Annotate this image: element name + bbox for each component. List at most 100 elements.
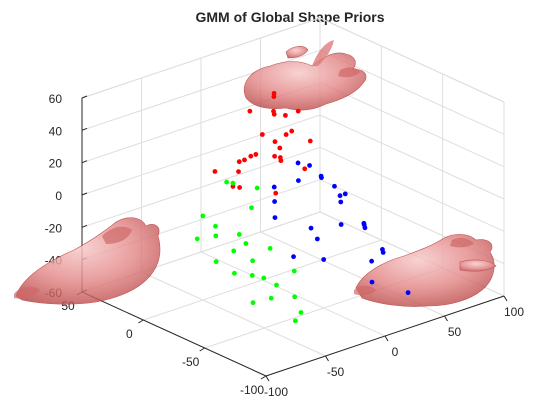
z-tick-mark: [81, 224, 88, 228]
scatter-point-cluster-2: [291, 268, 297, 274]
scatter-point-cluster-1: [259, 132, 265, 137]
scatter-point-cluster-3: [337, 193, 343, 199]
x-tick-label: 50: [448, 325, 462, 339]
scatter-point-cluster-3: [308, 225, 314, 231]
scatter-point-cluster-3: [296, 178, 301, 184]
y-tick-mark: [260, 375, 267, 380]
z-tick-label: -20: [45, 221, 63, 235]
scatter-point-cluster-1: [278, 158, 284, 164]
scatter-point-cluster-1: [273, 190, 279, 196]
scatter-point-cluster-3: [369, 258, 375, 264]
scatter-point-cluster-1: [237, 185, 243, 190]
scatter-point-cluster-2: [243, 241, 249, 246]
z-tick-mark: [81, 192, 88, 196]
scatter-point-cluster-3: [271, 184, 277, 190]
scatter-point-cluster-3: [291, 254, 296, 260]
scatter-points: [194, 90, 411, 324]
z-tick-mark: [81, 160, 88, 164]
scatter-point-cluster-2: [268, 295, 274, 301]
y-tick-label: -50: [182, 355, 200, 369]
scatter-point-cluster-2: [236, 232, 242, 237]
y-tick-mark: [199, 347, 205, 352]
scatter-point-cluster-2: [254, 185, 260, 191]
scatter-point-cluster-1: [248, 153, 254, 159]
scatter-point-cluster-2: [250, 258, 256, 264]
scatter-point-cluster-1: [271, 94, 277, 100]
y-axis-line: [81, 291, 267, 377]
chart-title: GMM of Global Shape Priors: [195, 9, 384, 25]
shape-prior-left: [14, 217, 161, 305]
grid-edge: [319, 17, 505, 103]
grid-line-back-z: [81, 114, 321, 196]
x-tick-label: 100: [504, 305, 524, 319]
scatter-point-cluster-2: [292, 294, 298, 300]
grid-line-floor-x: [200, 251, 386, 337]
scatter-point-cluster-2: [292, 318, 298, 324]
scatter-point-cluster-1: [247, 108, 253, 114]
scatter-point-cluster-2: [224, 179, 230, 185]
x-tick-mark: [265, 375, 270, 382]
scatter-point-cluster-2: [249, 205, 254, 211]
scatter-point-cluster-3: [332, 183, 337, 189]
scatter-point-cluster-1: [283, 132, 289, 137]
scatter-point-cluster-2: [231, 248, 237, 254]
scatter-point-cluster-2: [232, 270, 237, 276]
x-tick-label: -50: [327, 365, 345, 379]
scatter-point-cluster-1: [289, 128, 295, 134]
scatter-point-cluster-3: [272, 199, 277, 204]
scatter-point-cluster-2: [200, 213, 206, 219]
y-tick-label: 0: [126, 327, 133, 341]
scatter-point-cluster-3: [361, 220, 367, 226]
scatter-point-cluster-1: [212, 169, 218, 174]
scatter-point-cluster-2: [230, 180, 236, 186]
scatter-point-cluster-2: [249, 273, 255, 278]
scatter-point-cluster-3: [405, 290, 411, 296]
scatter-point-cluster-3: [295, 160, 301, 166]
scatter-point-cluster-1: [271, 108, 276, 114]
scatter-point-cluster-1: [242, 157, 247, 163]
z-tick-mark: [81, 127, 88, 131]
scatter-point-cluster-2: [213, 259, 219, 265]
z-tick-label: 20: [49, 157, 63, 171]
grid-line-side-z: [319, 82, 505, 168]
grid-line-floor-y: [143, 239, 382, 321]
scatter-point-cluster-3: [314, 236, 320, 242]
scatter-point-cluster-2: [250, 300, 256, 306]
z-tick-label: 60: [49, 92, 63, 106]
z-tick-mark: [81, 95, 88, 99]
scatter-point-cluster-1: [283, 112, 288, 118]
scatter-point-cluster-3: [318, 173, 324, 179]
x-tick-mark: [325, 355, 329, 362]
scatter-point-cluster-1: [236, 169, 241, 175]
x-tick-label: -100: [264, 385, 288, 399]
grid-line-floor-x: [141, 271, 326, 357]
scatter-point-cluster-3: [338, 199, 344, 205]
scatter-point-cluster-3: [272, 215, 278, 221]
scatter-point-cluster-3: [380, 247, 385, 252]
scatter-point-cluster-2: [267, 246, 273, 251]
grid-line-side-z: [319, 146, 505, 232]
y-tick-mark: [138, 319, 144, 324]
scatter-point-cluster-3: [338, 222, 344, 227]
scatter-point-cluster-3: [369, 279, 375, 285]
y-tick-label: -100: [240, 383, 264, 397]
scatter-point-cluster-1: [236, 159, 242, 165]
scatter-point-cluster-1: [295, 108, 301, 114]
scatter-point-cluster-2: [298, 310, 304, 315]
z-tick-label: 0: [55, 189, 62, 203]
scatter-point-cluster-3: [342, 191, 348, 197]
scatter-point-cluster-2: [274, 282, 279, 288]
grid-edge: [81, 17, 321, 99]
x-tick-mark: [444, 315, 448, 322]
scatter-point-cluster-2: [261, 275, 267, 281]
grid-line-side-z: [319, 114, 505, 200]
scatter-point-cluster-1: [277, 145, 283, 151]
scatter-point-cluster-1: [272, 139, 278, 145]
scatter-point-cluster-2: [213, 233, 219, 239]
scatter-point-cluster-1: [307, 138, 313, 144]
x-tick-label: 0: [392, 345, 399, 359]
x-tick-mark: [384, 335, 389, 342]
scatter-point-cluster-3: [321, 257, 327, 262]
scatter-point-cluster-1: [253, 152, 259, 157]
